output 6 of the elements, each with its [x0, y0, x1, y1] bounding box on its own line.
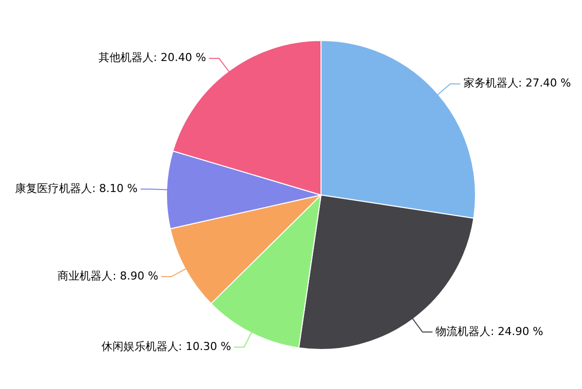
slice-label: 其他机器人: 20.40 %: [98, 51, 206, 64]
slice-label: 休闲娱乐机器人: 10.30 %: [101, 340, 232, 354]
slice-label: 家务机器人: 27.40 %: [463, 76, 571, 90]
slice-label: 康复医疗机器人: 8.10 %: [14, 182, 138, 195]
slice-label: 物流机器人: 24.90 %: [436, 324, 544, 338]
slice-label: 商业机器人: 8.90 %: [58, 270, 158, 283]
